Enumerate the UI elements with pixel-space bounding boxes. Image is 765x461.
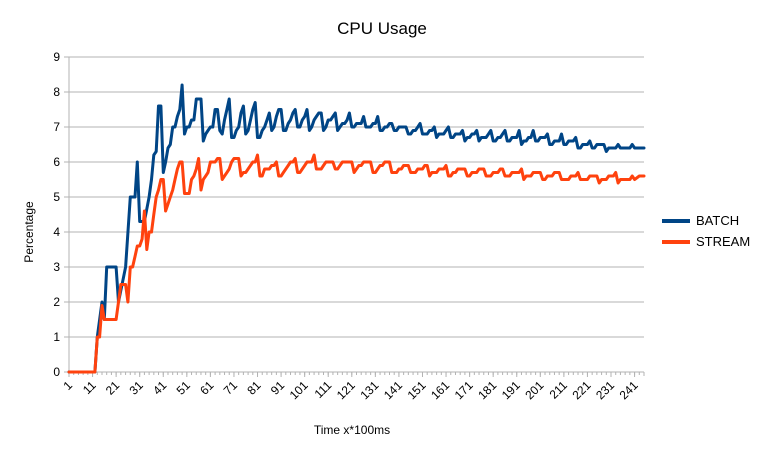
x-tick-labels: 1 11 21 31 41 51 61 71 81 91 101 111 121 131 141 151 161… — [60, 378, 640, 402]
x-tick-label: 41 — [150, 378, 170, 398]
y-axis-label: Percentage — [22, 201, 36, 263]
x-tick-label: 61 — [197, 378, 217, 398]
legend-label: STREAM — [696, 234, 751, 249]
x-tick-label: 71 — [221, 378, 241, 398]
y-tick-label: 2 — [53, 295, 60, 309]
x-tick-label: 151 — [405, 378, 429, 402]
x-tick-label: 201 — [522, 378, 546, 402]
x-tick-label: 21 — [103, 378, 123, 398]
x-tick-label: 1 — [60, 378, 75, 393]
legend-swatch — [662, 239, 690, 244]
series-lines — [67, 83, 646, 374]
chart-title: CPU Usage — [337, 19, 427, 38]
x-tick-label: 221 — [570, 378, 594, 402]
y-tick-label: 7 — [53, 120, 60, 134]
y-tick-labels: 0 1 2 3 4 5 6 7 8 9 — [53, 50, 60, 379]
x-tick-label: 31 — [126, 378, 146, 398]
y-tick-label: 8 — [53, 85, 60, 99]
legend-entry-stream: STREAM — [662, 231, 750, 252]
x-tick-label: 51 — [174, 378, 194, 398]
y-tick-label: 5 — [53, 190, 60, 204]
y-tick-label: 1 — [53, 330, 60, 344]
x-tick-label: 231 — [593, 378, 617, 402]
x-tick-label: 91 — [268, 378, 288, 398]
legend-swatch — [662, 218, 690, 223]
series-line-batch — [67, 83, 646, 374]
x-tick-label: 141 — [381, 378, 405, 402]
x-tick-label: 211 — [547, 378, 571, 402]
y-tick-label: 3 — [53, 260, 60, 274]
x-tick-label: 241 — [617, 378, 641, 402]
legend-label: BATCH — [696, 213, 740, 228]
x-tick-label: 101 — [287, 378, 311, 402]
x-tick-label: 121 — [334, 378, 358, 402]
x-tick-label: 11 — [80, 378, 99, 397]
x-axis-label: Time x*100ms — [314, 423, 390, 437]
x-tick-label: 81 — [244, 378, 264, 398]
series-line-stream — [67, 153, 646, 374]
y-tick-label: 0 — [53, 365, 60, 379]
x-tick-label: 161 — [428, 378, 452, 402]
chart-legend: BATCH STREAM — [662, 210, 750, 252]
legend-entry-batch: BATCH — [662, 210, 750, 231]
x-tick-label: 181 — [475, 378, 499, 402]
x-tick-label: 131 — [357, 378, 381, 402]
y-tick-label: 9 — [53, 50, 60, 64]
x-tick-label: 111 — [312, 378, 335, 401]
y-tick-label: 6 — [53, 155, 60, 169]
axes — [64, 56, 645, 377]
x-tick-label: 171 — [452, 378, 476, 402]
x-tick-label: 191 — [499, 378, 523, 402]
y-tick-label: 4 — [53, 225, 60, 239]
